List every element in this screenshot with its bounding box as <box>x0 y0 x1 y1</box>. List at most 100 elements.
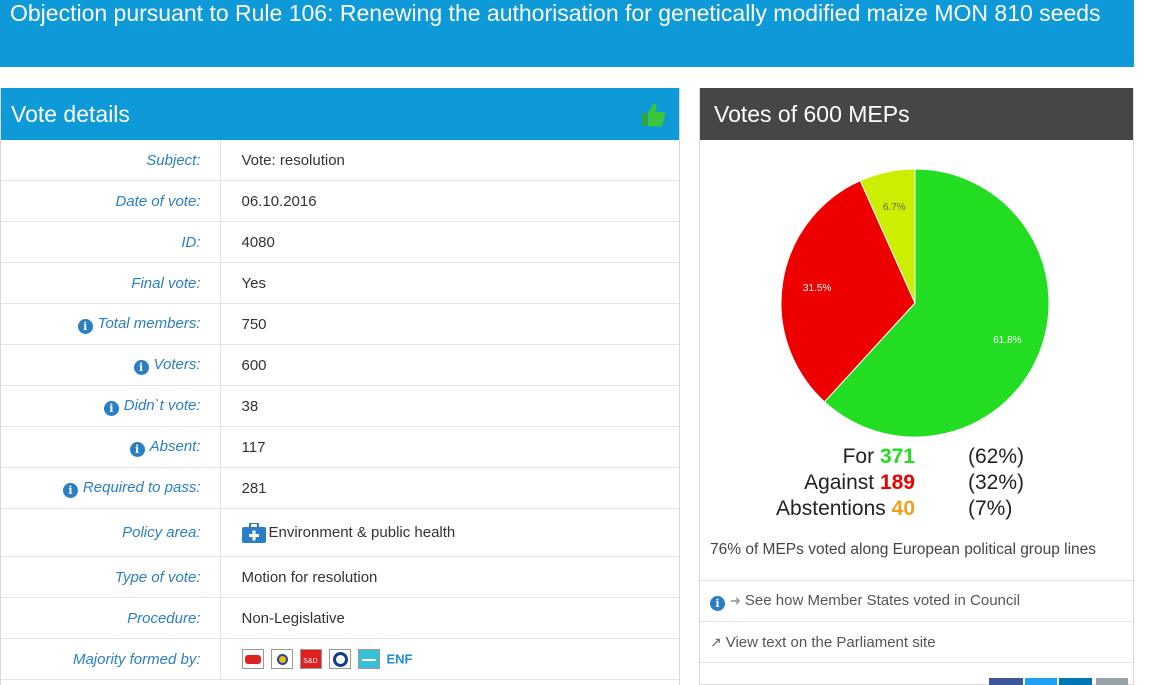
for-percent: (62%) <box>968 445 1025 468</box>
detail-value-text: ENF <box>386 651 413 667</box>
alde-group-logo[interactable] <box>270 649 293 669</box>
detail-value: 06.10.2016 <box>220 180 679 222</box>
detail-label: Policy area: <box>1 508 221 557</box>
detail-label-text: Absent: <box>149 437 201 455</box>
sign-in-icon: ➜ <box>730 593 741 608</box>
linkedin-share-button[interactable] <box>1059 678 1092 685</box>
vote-title: Objection pursuant to Rule 106: Renewing… <box>0 0 1134 67</box>
greens-group-logo[interactable] <box>357 649 380 669</box>
pie-label-abstentions: 6.7% <box>883 202 906 213</box>
vote-details-title: Vote details <box>11 101 130 127</box>
detail-row: i Didn`t vote: 38 <box>1 385 679 427</box>
twitter-share-button[interactable] <box>1025 678 1057 685</box>
detail-value: S&D ENF <box>220 638 679 680</box>
detail-label-text: Voters: <box>153 355 201 373</box>
info-icon[interactable]: i <box>129 441 145 457</box>
detail-value: 38 <box>220 385 679 427</box>
detail-label-text: Didn`t vote: <box>123 396 201 414</box>
detail-value: 117 <box>220 426 679 468</box>
parliament-link-label: View text on the Parliament site <box>725 634 936 651</box>
detail-value: 750 <box>220 303 679 345</box>
detail-value-text: 600 <box>241 356 267 374</box>
detail-label: Date of vote: <box>1 180 221 222</box>
detail-value: Vote: resolution <box>220 140 679 181</box>
info-icon[interactable]: i <box>103 400 119 416</box>
detail-row: Procedure: Non-Legislative <box>1 597 679 639</box>
detail-label-text: Policy area: <box>122 524 201 541</box>
detail-label: i Required to pass: <box>1 467 221 509</box>
detail-value: Non-Legislative <box>220 597 679 639</box>
email-share-button[interactable] <box>1096 678 1128 685</box>
detail-label: i Absent: <box>1 426 221 468</box>
medkit-icon <box>241 522 266 543</box>
tally-abstentions: Abstentions 40 (7%) <box>740 496 1100 522</box>
abstentions-count: 40 <box>891 497 915 520</box>
detail-label-text: Subject: <box>146 151 201 169</box>
detail-label: i Voters: <box>1 344 221 386</box>
detail-row: Type of vote: Motion for resolution <box>1 556 679 598</box>
links-spacer <box>700 662 1133 685</box>
detail-value-text: 38 <box>241 397 259 415</box>
info-icon: i <box>710 596 725 611</box>
detail-value: 281 <box>220 467 679 509</box>
detail-value-text: Motion for resolution <box>241 568 378 586</box>
info-icon[interactable]: i <box>77 318 93 334</box>
against-percent: (32%) <box>968 471 1025 494</box>
detail-row: Policy area: Environment & public health <box>1 508 679 557</box>
detail-value-text: 4080 <box>241 233 275 251</box>
detail-value: Motion for resolution <box>220 556 679 598</box>
detail-label-text: Type of vote: <box>114 568 201 586</box>
detail-label: ID: <box>1 221 221 263</box>
pie-label-against: 31.5% <box>803 283 831 294</box>
vote-details-table: Subject: Vote: resolution Date of vote: 06.… <box>1 140 679 680</box>
detail-value-text: Environment & public health <box>268 523 456 541</box>
detail-label: i Didn`t vote: <box>1 385 221 427</box>
external-link-icon: ↗ <box>710 634 722 650</box>
council-link[interactable]: i ➜ See how Member States voted in Council <box>700 580 1133 620</box>
detail-label-text: Final vote: <box>131 274 201 292</box>
facebook-share-button[interactable] <box>989 678 1023 685</box>
detail-label: Final vote: <box>1 262 221 304</box>
detail-value-text: Non-Legislative <box>241 609 345 627</box>
pie-slice-for <box>823 168 1050 438</box>
council-link-label: See how Member States voted in Council <box>744 592 1021 609</box>
vote-details-header: Vote details <box>1 88 679 140</box>
thumbs-up-icon <box>642 103 666 127</box>
detail-label-text: ID: <box>181 233 201 251</box>
detail-label: i Total members: <box>1 303 221 345</box>
info-icon[interactable]: i <box>62 482 78 498</box>
votes-panel: Votes of 600 MEPs 61.8% 31.5% 6.7% For 371… <box>699 88 1134 685</box>
detail-row: Final vote: Yes <box>1 262 679 304</box>
vote-details-panel: Vote details Subject: Vote: resolution Dat… <box>0 88 680 685</box>
against-count: 189 <box>879 471 915 494</box>
votes-header: Votes of 600 MEPs <box>700 88 1133 140</box>
vote-pie-chart: 61.8% 31.5% 6.7% <box>780 168 1050 438</box>
detail-row: Date of vote: 06.10.2016 <box>1 180 679 222</box>
detail-value-text: Vote: resolution <box>241 151 345 169</box>
tally-for: For 371 (62%) <box>740 444 1100 470</box>
info-icon[interactable]: i <box>133 359 149 375</box>
parliament-link[interactable]: ↗ View text on the Parliament site <box>700 621 1133 661</box>
detail-label-text: Date of vote: <box>115 192 201 210</box>
detail-value-text: 06.10.2016 <box>241 192 317 210</box>
detail-label: Majority formed by: <box>1 638 221 680</box>
detail-row: i Absent: 117 <box>1 426 679 468</box>
detail-label: Subject: <box>1 140 221 181</box>
detail-value-text: 281 <box>241 479 267 497</box>
detail-label-text: Majority formed by: <box>72 650 201 668</box>
ecr-group-logo[interactable] <box>328 649 351 669</box>
epp-group-logo[interactable] <box>241 649 264 669</box>
detail-label: Procedure: <box>1 597 221 639</box>
abstentions-label: Abstentions <box>776 497 886 520</box>
detail-value: 4080 <box>220 221 679 263</box>
detail-value-text: 117 <box>241 438 266 456</box>
pie-slice-against <box>780 180 916 403</box>
detail-value: Yes <box>220 262 679 304</box>
detail-label-text: Total members: <box>97 314 201 332</box>
detail-value: Environment & public health <box>220 508 679 557</box>
detail-value-text: 750 <box>241 315 267 333</box>
sd-group-logo[interactable]: S&D <box>299 649 322 669</box>
detail-value: 600 <box>220 344 679 386</box>
group-lines-note: 76% of MEPs voted along European politic… <box>710 541 1097 558</box>
pie-slice-abstentions <box>859 168 916 304</box>
